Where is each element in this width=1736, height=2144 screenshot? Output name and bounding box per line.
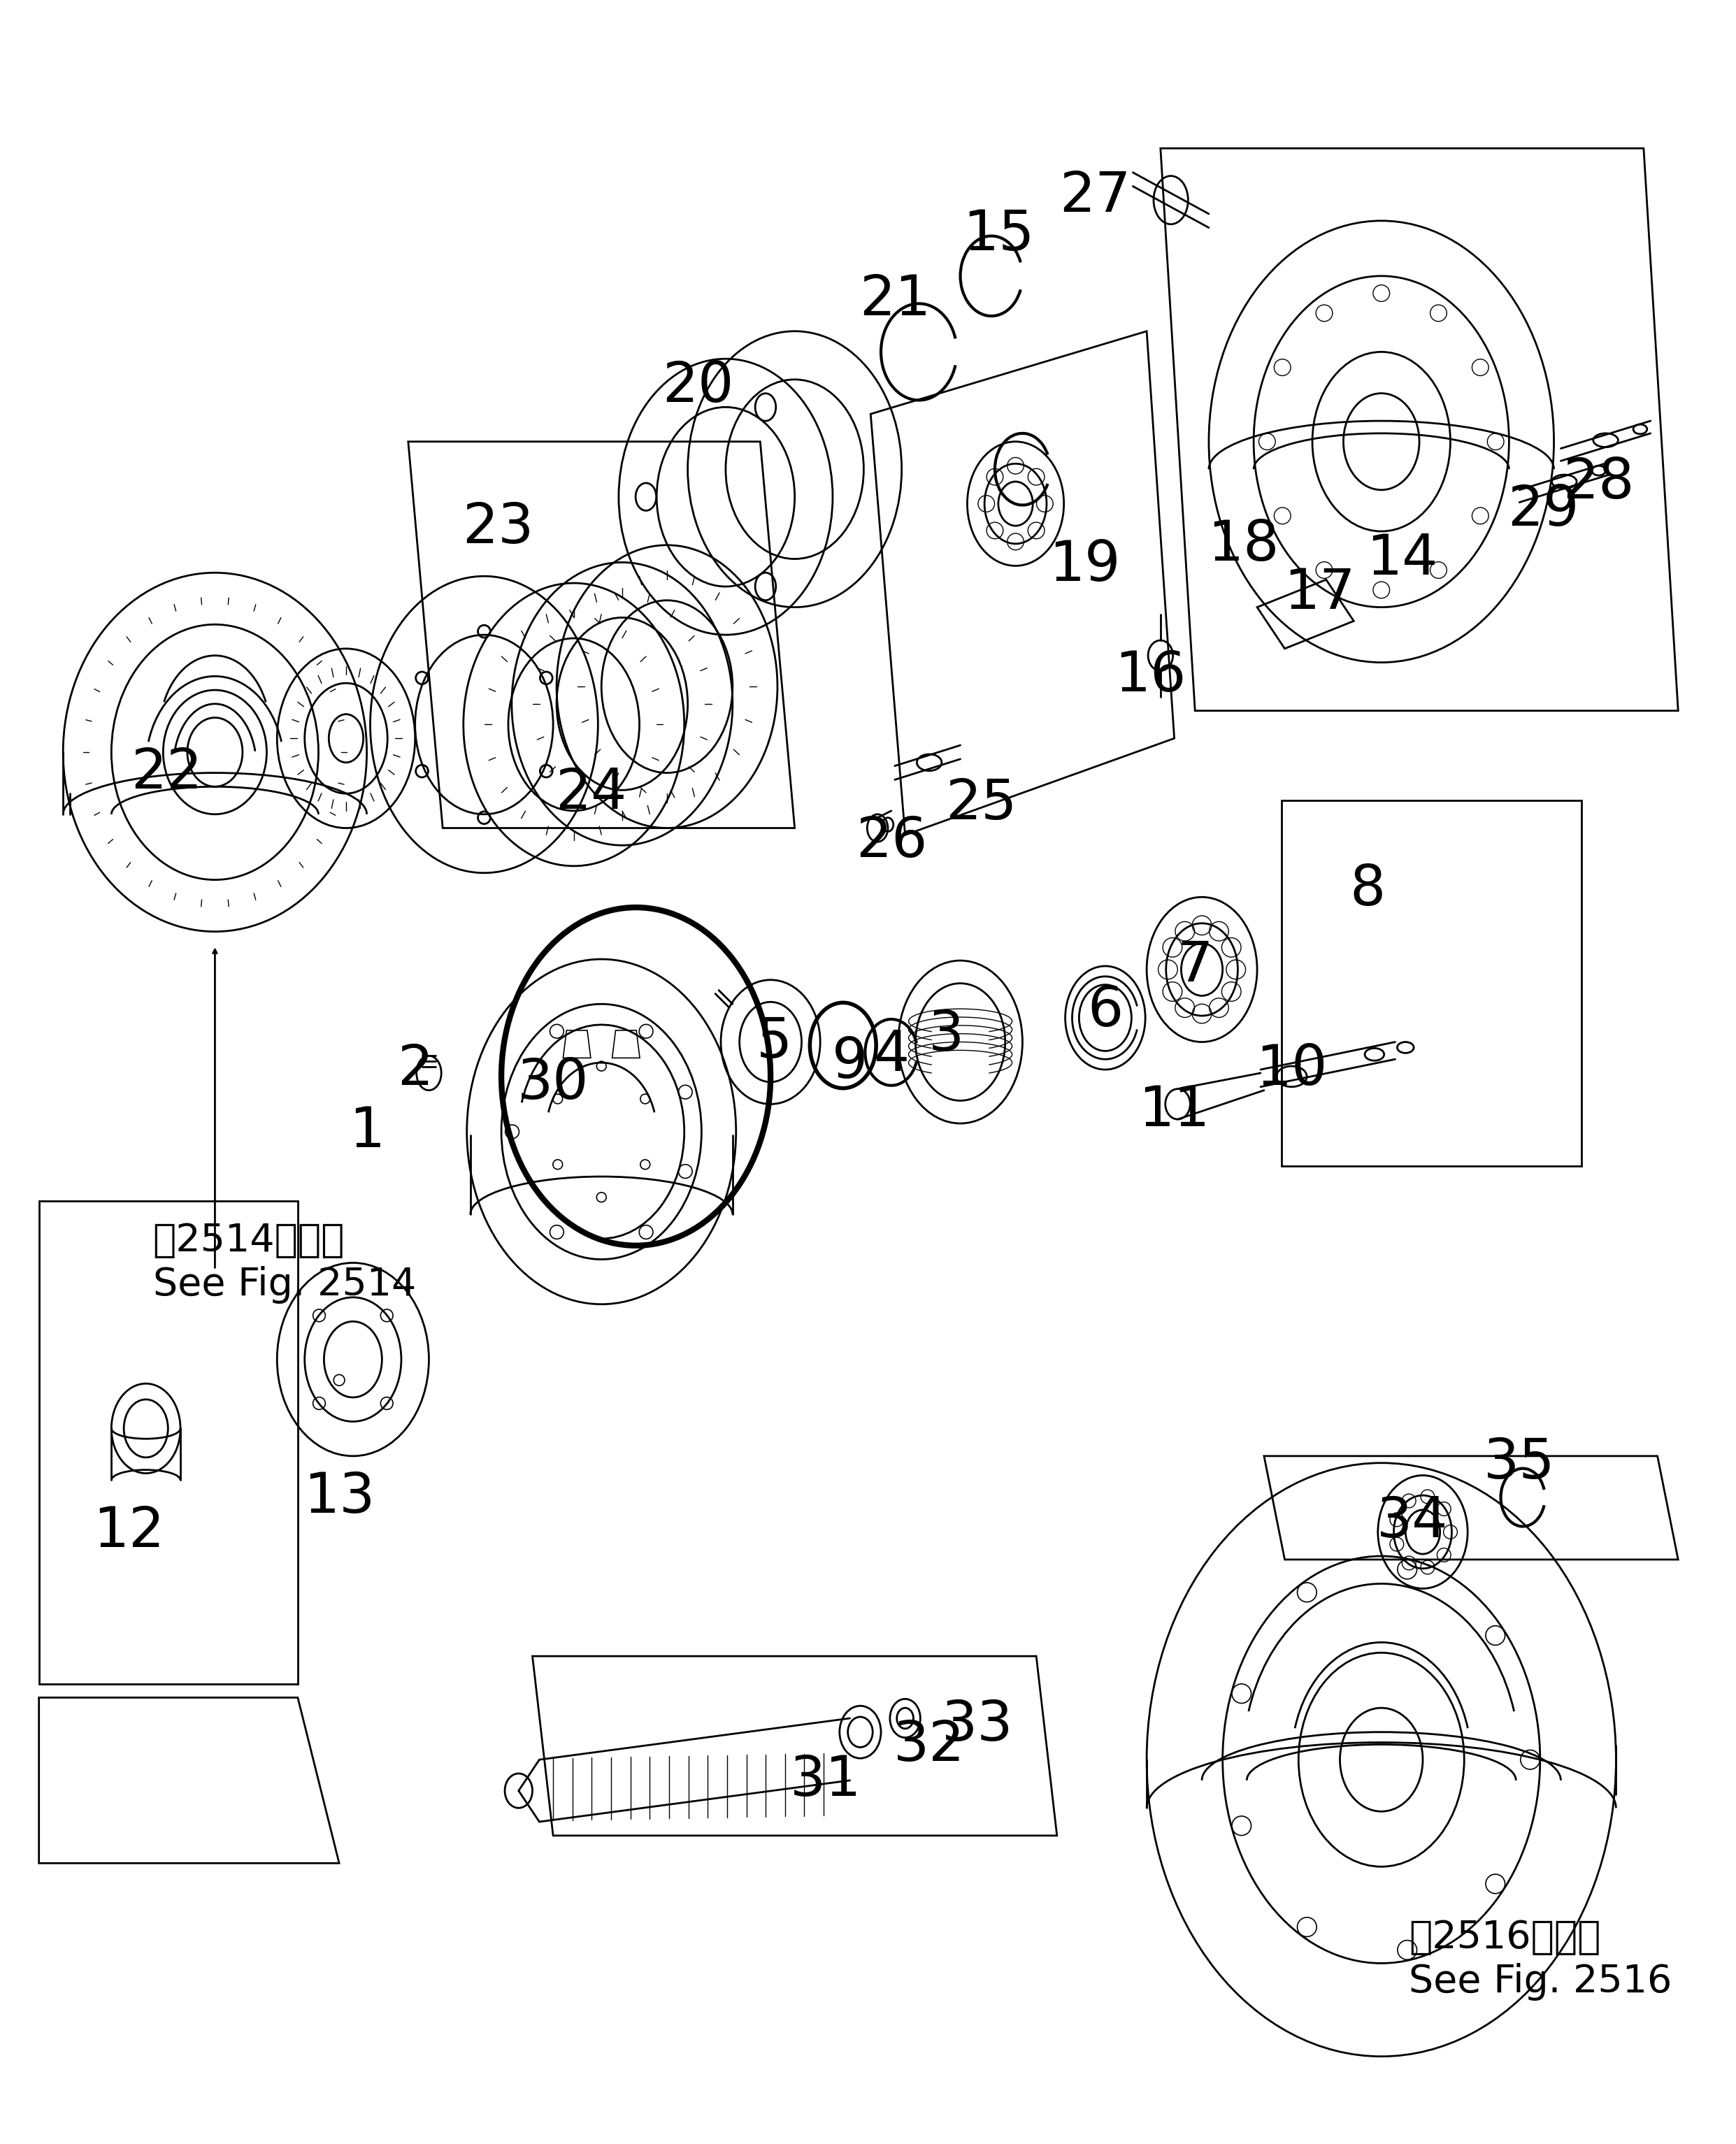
Text: 10: 10 bbox=[1255, 1042, 1328, 1098]
Text: 14: 14 bbox=[1366, 532, 1437, 585]
Text: 4: 4 bbox=[873, 1029, 910, 1083]
Text: 21: 21 bbox=[859, 272, 930, 328]
Text: 29: 29 bbox=[1509, 482, 1580, 538]
Text: 27: 27 bbox=[1059, 169, 1130, 223]
Text: 3: 3 bbox=[929, 1008, 965, 1061]
Text: 2: 2 bbox=[398, 1042, 432, 1098]
Text: 1: 1 bbox=[349, 1104, 385, 1160]
Text: 34: 34 bbox=[1377, 1494, 1448, 1548]
Text: 20: 20 bbox=[661, 360, 734, 414]
Text: 19: 19 bbox=[1049, 538, 1120, 594]
Text: 25: 25 bbox=[946, 776, 1017, 832]
Text: 23: 23 bbox=[462, 500, 533, 555]
Text: 28: 28 bbox=[1562, 457, 1635, 510]
Text: 7: 7 bbox=[1177, 939, 1213, 993]
Text: 33: 33 bbox=[941, 1698, 1014, 1752]
Text: 17: 17 bbox=[1283, 566, 1356, 620]
Text: 8: 8 bbox=[1349, 862, 1385, 918]
Text: 第2516図参照
See Fig. 2516: 第2516図参照 See Fig. 2516 bbox=[1410, 1919, 1672, 2000]
Text: 6: 6 bbox=[1087, 984, 1123, 1038]
Text: 5: 5 bbox=[757, 1014, 792, 1070]
Text: 30: 30 bbox=[517, 1057, 589, 1111]
Text: 11: 11 bbox=[1139, 1083, 1210, 1138]
Text: 22: 22 bbox=[130, 746, 203, 800]
Text: 12: 12 bbox=[94, 1505, 165, 1559]
Text: 32: 32 bbox=[894, 1719, 965, 1773]
Text: 24: 24 bbox=[556, 765, 627, 821]
Text: 16: 16 bbox=[1115, 650, 1186, 703]
Text: 18: 18 bbox=[1208, 519, 1279, 572]
Text: 15: 15 bbox=[962, 208, 1035, 262]
Text: 31: 31 bbox=[790, 1754, 861, 1807]
Text: 第2514図参照
See Fig. 2514: 第2514図参照 See Fig. 2514 bbox=[153, 1222, 417, 1304]
Text: 9: 9 bbox=[832, 1036, 868, 1089]
Text: 13: 13 bbox=[304, 1471, 375, 1524]
Text: 26: 26 bbox=[856, 815, 927, 868]
Text: 35: 35 bbox=[1484, 1436, 1555, 1490]
